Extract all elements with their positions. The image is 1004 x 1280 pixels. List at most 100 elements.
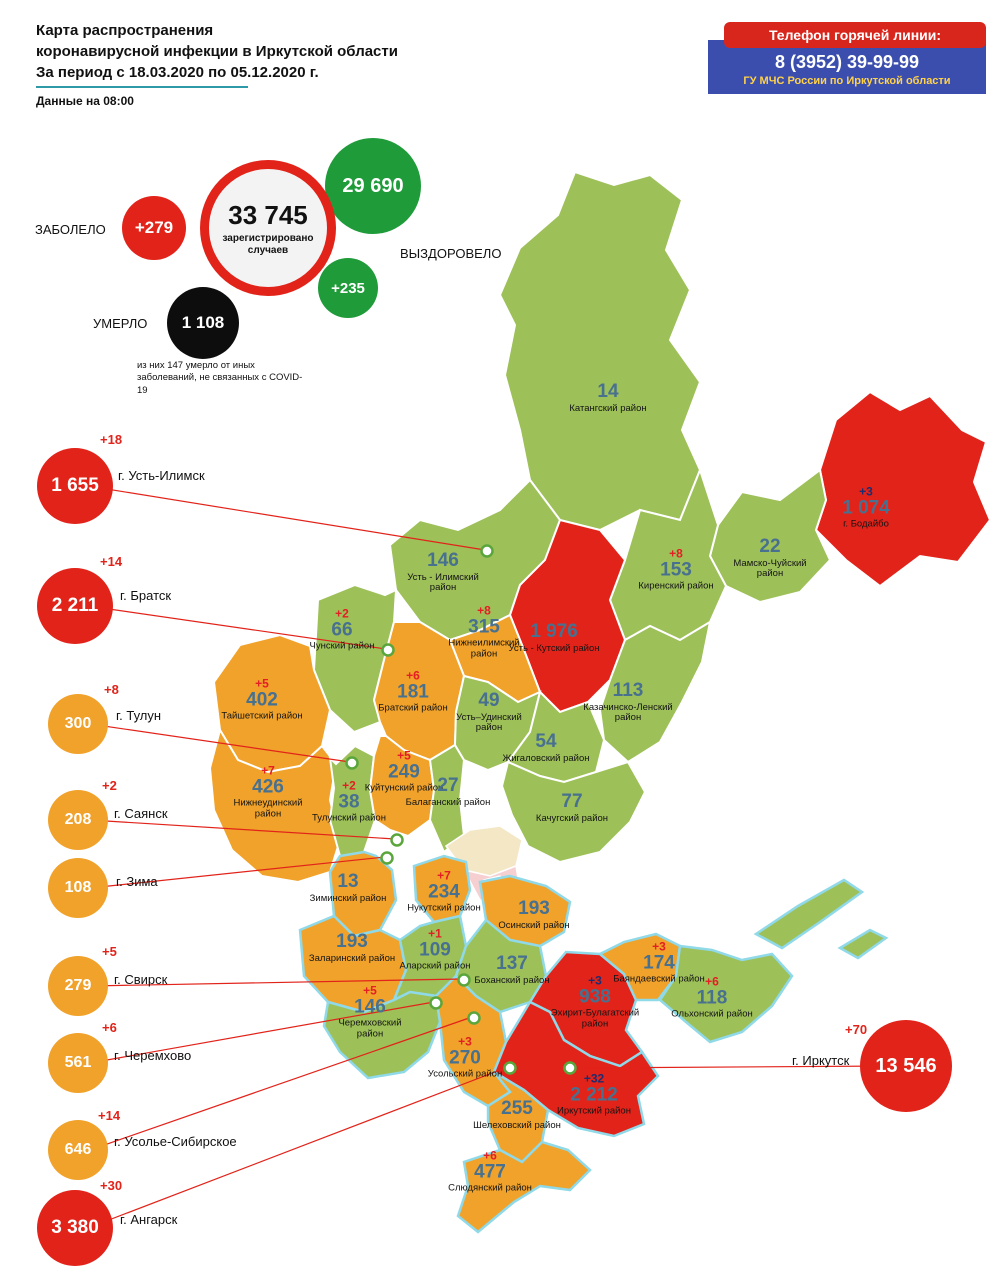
city-value: 1 655 <box>51 475 99 496</box>
city-value: 108 <box>64 879 92 896</box>
region-kachugsky <box>500 760 647 864</box>
city-circle-ust-ilimsk: 1 655 <box>37 448 113 524</box>
city-circle-svirsk: 279 <box>48 956 108 1016</box>
connector-line <box>87 485 486 551</box>
region-label: +6 181 Братский район <box>378 668 448 715</box>
city-delta: +6 <box>102 1020 117 1035</box>
city-marker-ust-ilimsk <box>480 544 494 558</box>
city-marker-tulun <box>345 756 359 770</box>
region-label: +5 249 Куйтунский район <box>364 748 444 795</box>
city-delta: +30 <box>100 1178 123 1193</box>
city-value: 2 211 <box>51 595 99 616</box>
region-label: +6 118 Ольхонский район <box>671 974 753 1021</box>
region-label: 193 Заларинский район <box>308 931 396 964</box>
region-bodaibinsky <box>814 390 992 588</box>
region-label: +5 146 Черемховский район <box>338 983 402 1040</box>
city-name: г. Саянск <box>114 806 168 821</box>
region-label: +3 174 Баяндаевский район <box>613 939 705 986</box>
city-name: г. Иркутск <box>792 1053 850 1068</box>
region-nukutsky <box>412 854 472 924</box>
data-as-of-label: Данные на 08:00 <box>36 94 134 108</box>
region-label: 14 Катангский район <box>569 381 647 414</box>
connector-line <box>87 605 387 650</box>
city-delta: +18 <box>100 432 123 447</box>
connector-line <box>571 1065 893 1069</box>
city-marker-irkutsk <box>563 1061 577 1075</box>
city-value: 3 380 <box>51 1217 99 1238</box>
region-katangsky <box>498 170 702 532</box>
hotline-phone: 8 (3952) 39-99-99 <box>774 52 920 72</box>
city-delta: +14 <box>98 1108 121 1123</box>
recovered-delta-circle: +235 <box>318 258 378 318</box>
region-slyudyansky <box>456 1140 592 1234</box>
region-label: 54 Жигаловский район <box>502 731 590 764</box>
city-name: г. Братск <box>120 588 172 603</box>
registered-caption: зарегистрировано случаев <box>222 233 314 256</box>
city-marker-usolye <box>467 1011 481 1025</box>
region-label: 13 Зиминский район <box>309 871 387 904</box>
region-label: +2 66 Чунский район <box>309 606 375 653</box>
city-name: г. Черемхово <box>114 1048 192 1063</box>
region-label: 77 Качугский район <box>535 791 609 824</box>
city-value: 646 <box>64 1141 92 1158</box>
city-circle-cheremkhovo: 561 <box>48 1033 108 1093</box>
connector-line <box>89 819 396 840</box>
connector-line <box>89 723 351 763</box>
city-delta: +2 <box>102 778 117 793</box>
city-value: 13 546 <box>875 1054 937 1077</box>
city-delta: +14 <box>100 554 123 569</box>
connector-line <box>89 856 386 889</box>
recovered-circle: 29 690 <box>325 138 421 234</box>
city-value: 561 <box>64 1054 92 1071</box>
connector-line <box>87 1066 509 1229</box>
city-circle-zima: 108 <box>48 858 108 918</box>
region-kazachinsko-lensky <box>598 619 712 764</box>
sick-delta-value: +279 <box>134 218 174 237</box>
dead-note: из них 147 умерло от иных заболеваний, н… <box>137 360 303 396</box>
recovered-value: 29 690 <box>342 174 404 197</box>
city-delta: +70 <box>845 1022 868 1037</box>
connector-line <box>89 978 463 987</box>
region-label: +6 477 Слюдянский район <box>448 1148 532 1195</box>
region-label: +8 315 Нижнеилимский район <box>448 603 520 660</box>
registered-circle: 33 745 зарегистрировано случаев <box>200 160 336 296</box>
city-circle-usolye: 646 <box>48 1120 108 1180</box>
region-cheremkhovsky <box>322 990 442 1080</box>
city-marker-svirsk <box>457 973 471 987</box>
region-label: +7 234 Нукутский район <box>407 868 481 915</box>
city-value: 300 <box>64 715 92 732</box>
region-label: +32 2 212 Иркутский район <box>557 1071 631 1118</box>
city-delta: +8 <box>104 682 119 697</box>
region-label: 27 Балаганский район <box>405 775 491 808</box>
title-underline <box>36 86 248 88</box>
city-value: 208 <box>64 811 92 828</box>
registered-value: 33 745 <box>228 200 308 230</box>
region-label: +3 1 074 г. Бодайбо <box>842 484 890 531</box>
city-name: г. Усолье-Сибирское <box>114 1134 237 1149</box>
region-label: 146 Усть - Илимский район <box>407 549 479 593</box>
title-line-2: коронавирусной инфекции в Иркутской обла… <box>36 43 398 60</box>
dead-circle: 1 108 <box>167 287 239 359</box>
city-marker-sayansk <box>390 833 404 847</box>
region-label: 137 Боханский район <box>474 953 550 986</box>
city-name: г. Зима <box>116 874 158 889</box>
city-name: г. Усть-Илимск <box>118 468 205 483</box>
city-name: г. Тулун <box>116 708 162 723</box>
olkhon-island <box>753 878 865 950</box>
city-circle-tulun: 300 <box>48 694 108 754</box>
connector-line <box>89 1001 435 1064</box>
region-label: 49 Усть–Удинский район <box>456 689 522 733</box>
hotline-label: Телефон горячей линии: <box>724 22 986 48</box>
city-value: 279 <box>64 977 92 994</box>
city-delta: +5 <box>102 944 117 959</box>
region-label: 1 976 Усть - Кутский район <box>508 621 600 654</box>
city-circle-sayansk: 208 <box>48 790 108 850</box>
region-label: 255 Шелеховский район <box>473 1098 561 1131</box>
region-label: +7 426 Нижнеудинский район <box>233 763 303 820</box>
city-marker-zima <box>380 851 394 865</box>
city-name: г. Ангарск <box>120 1212 178 1227</box>
region-label: +2 38 Тулунский район <box>312 778 386 825</box>
city-circle-angarsk: 3 380 <box>37 1190 113 1266</box>
